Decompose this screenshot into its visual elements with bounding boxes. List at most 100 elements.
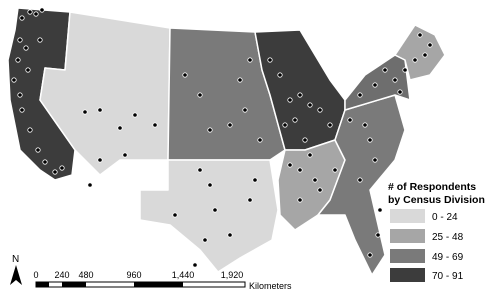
north-arrow: N — [10, 254, 22, 285]
scale-bar: 0 240 480 960 1,440 1,920 Kilometers — [33, 270, 292, 291]
respondent-point — [227, 122, 233, 128]
respondent-point — [59, 165, 65, 171]
legend-swatch — [390, 209, 425, 223]
respondent-point — [327, 122, 333, 128]
legend-swatch — [390, 268, 425, 282]
respondent-point — [317, 107, 323, 113]
respondent-point — [357, 177, 363, 183]
respondent-point — [412, 57, 418, 63]
respondent-point — [19, 15, 25, 21]
respondent-point — [372, 157, 378, 163]
respondent-point — [27, 9, 33, 15]
respondent-point — [82, 109, 88, 115]
scale-label: 960 — [126, 270, 141, 280]
respondent-point — [427, 42, 433, 48]
respondent-point — [282, 122, 288, 128]
respondent-point — [27, 127, 33, 133]
respondent-point — [357, 92, 363, 98]
respondent-point — [297, 92, 303, 98]
respondent-point — [97, 107, 103, 113]
respondent-point — [11, 77, 17, 83]
respondent-point — [242, 107, 248, 113]
respondent-point — [87, 182, 93, 188]
legend-title: by Census Division — [388, 194, 485, 206]
respondent-point — [15, 57, 21, 63]
respondent-point — [19, 107, 25, 113]
respondent-point — [25, 67, 31, 73]
legend-label: 70 - 91 — [432, 271, 464, 282]
respondent-point — [42, 159, 48, 165]
legend-swatch — [390, 249, 425, 263]
respondent-point — [237, 77, 243, 83]
respondent-point — [297, 197, 303, 203]
respondent-point — [197, 92, 203, 98]
respondent-point — [372, 82, 378, 88]
scale-label: 480 — [78, 270, 93, 280]
respondent-point — [247, 57, 253, 63]
respondent-point — [207, 127, 213, 133]
legend: # of Respondents by Census Division 0 - … — [388, 181, 485, 282]
respondent-point — [17, 92, 23, 98]
south-atlantic — [317, 94, 406, 276]
scale-label: 1,920 — [221, 270, 244, 280]
scale-label: 0 — [33, 270, 38, 280]
respondent-point — [277, 72, 283, 78]
scale-bar-segment — [62, 282, 86, 287]
respondent-point — [307, 102, 313, 108]
respondent-point — [307, 152, 313, 158]
respondent-point — [227, 232, 233, 238]
legend-swatch — [390, 229, 425, 243]
respondent-point — [182, 72, 188, 78]
legend-label: 49 - 69 — [432, 252, 464, 263]
respondent-points — [11, 7, 433, 268]
respondent-point — [377, 207, 383, 213]
respondent-point — [37, 37, 43, 43]
respondent-point — [52, 169, 58, 175]
respondent-point — [302, 137, 308, 143]
respondent-point — [152, 122, 158, 128]
respondent-point — [212, 207, 218, 213]
respondent-point — [422, 52, 428, 58]
respondent-point — [117, 125, 123, 131]
respondent-point — [297, 167, 303, 173]
respondent-point — [392, 77, 398, 83]
respondent-point — [292, 117, 298, 123]
north-arrow-shape — [10, 265, 22, 285]
respondent-point — [367, 252, 373, 258]
legend-label: 0 - 24 — [432, 212, 458, 223]
respondent-point — [382, 67, 388, 73]
respondent-point — [39, 7, 45, 13]
respondent-point — [287, 162, 293, 168]
respondent-point — [192, 262, 198, 268]
scale-label: 1,440 — [172, 270, 195, 280]
scale-label: 240 — [54, 270, 69, 280]
respondent-point — [132, 112, 138, 118]
respondent-point — [375, 232, 381, 238]
scale-bar-segment — [134, 282, 183, 287]
respondent-point — [207, 182, 213, 188]
respondent-point — [97, 157, 103, 163]
respondent-point — [332, 167, 338, 173]
respondent-point — [252, 177, 258, 183]
respondent-point — [172, 212, 178, 218]
respondent-point — [417, 32, 423, 38]
respondent-point — [17, 37, 23, 43]
respondent-point — [33, 11, 39, 17]
respondent-point — [267, 57, 273, 63]
west-south-central — [139, 159, 279, 273]
respondent-point — [197, 167, 203, 173]
respondent-point — [247, 197, 253, 203]
respondent-point — [402, 67, 408, 73]
scale-unit: Kilometers — [249, 281, 292, 291]
respondent-point — [287, 97, 293, 103]
respondent-point — [362, 122, 368, 128]
legend-title: # of Respondents — [388, 181, 476, 193]
respondent-point — [367, 137, 373, 143]
legend-label: 25 - 48 — [432, 232, 464, 243]
respondent-point — [317, 187, 323, 193]
respondent-point — [35, 147, 41, 153]
respondent-point — [312, 177, 318, 183]
respondent-point — [202, 237, 208, 243]
respondent-point — [347, 117, 353, 123]
respondent-point — [23, 45, 29, 51]
